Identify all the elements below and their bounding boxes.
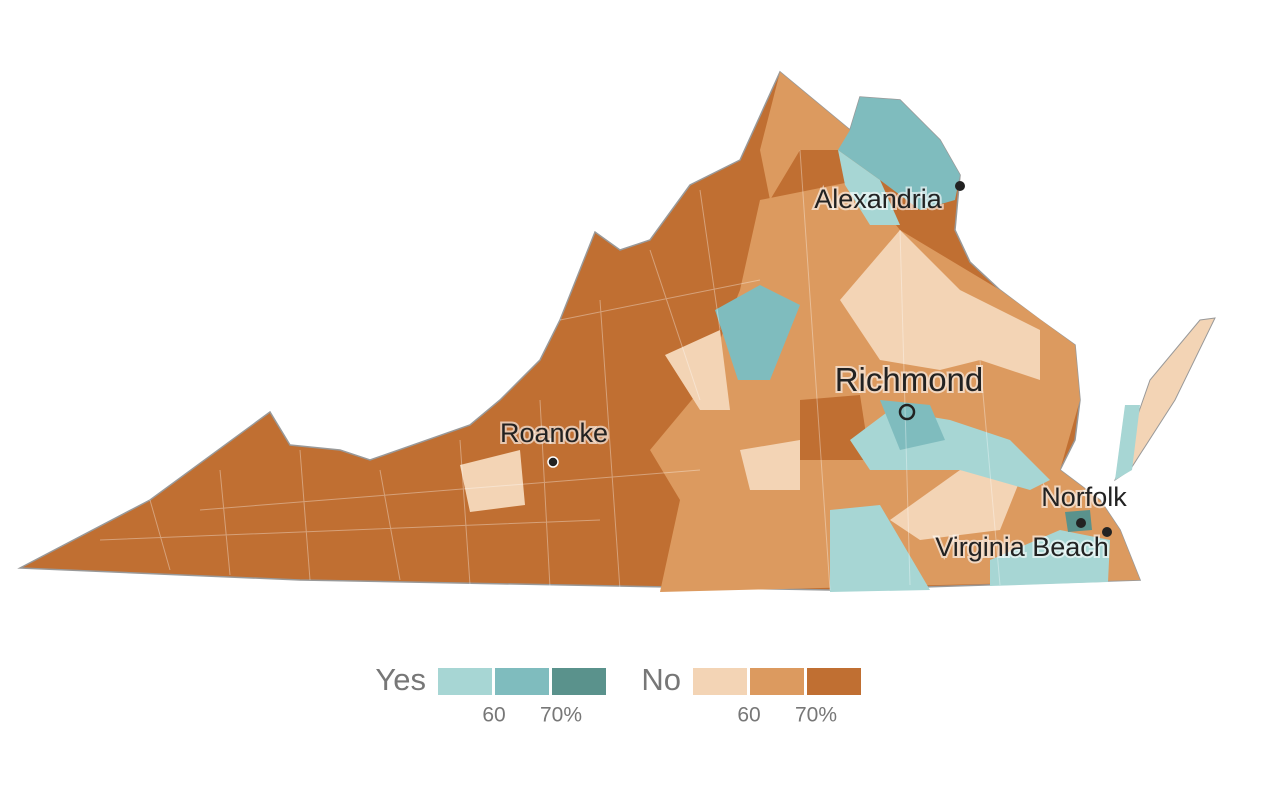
region (838, 150, 900, 225)
legend-tick-label: 60 (737, 704, 760, 727)
legend-swatch (693, 668, 747, 695)
city-label: Virginia Beach (935, 532, 1109, 562)
cities: Alexandria Richmond Roanoke Norfolk Virg… (498, 181, 1129, 564)
region (715, 285, 800, 380)
legend-label: No (641, 662, 681, 697)
region (890, 470, 1020, 540)
city-dot (955, 181, 965, 191)
legend-swatch (438, 668, 492, 695)
region (1115, 405, 1140, 480)
region (990, 530, 1110, 586)
legend-tick-label: 60 (482, 704, 505, 727)
city-dot (1102, 527, 1112, 537)
region (460, 450, 525, 512)
city-label: Alexandria (814, 184, 943, 214)
legend-swatch (552, 668, 606, 695)
region (665, 330, 730, 410)
city-label: Richmond (835, 361, 984, 398)
region (830, 505, 930, 592)
city-dot (547, 456, 559, 468)
legend: Yes 60 70% No 60 70% (375, 662, 861, 727)
legend-tick-label: 70% (795, 704, 837, 727)
city-dot (898, 403, 916, 421)
region (840, 230, 1040, 380)
county-lines (99, 149, 1001, 591)
state-map (17, 70, 1216, 592)
legend-label: Yes (375, 662, 426, 697)
city-label: Roanoke (500, 418, 608, 448)
legend-swatch (750, 668, 804, 695)
city-label: Norfolk (1041, 482, 1127, 512)
legend-tick-label: 70% (540, 704, 582, 727)
region (740, 440, 800, 490)
region (880, 400, 945, 450)
city-dot (1076, 518, 1086, 528)
region (760, 72, 850, 200)
region (838, 97, 960, 210)
legend-swatch (495, 668, 549, 695)
legend-swatch (807, 668, 861, 695)
